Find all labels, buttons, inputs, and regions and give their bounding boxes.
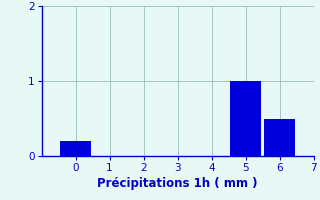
Bar: [60, 141, 91, 156]
Bar: [264, 118, 295, 156]
Bar: [230, 81, 261, 156]
X-axis label: Précipitations 1h ( mm ): Précipitations 1h ( mm ): [97, 177, 258, 190]
